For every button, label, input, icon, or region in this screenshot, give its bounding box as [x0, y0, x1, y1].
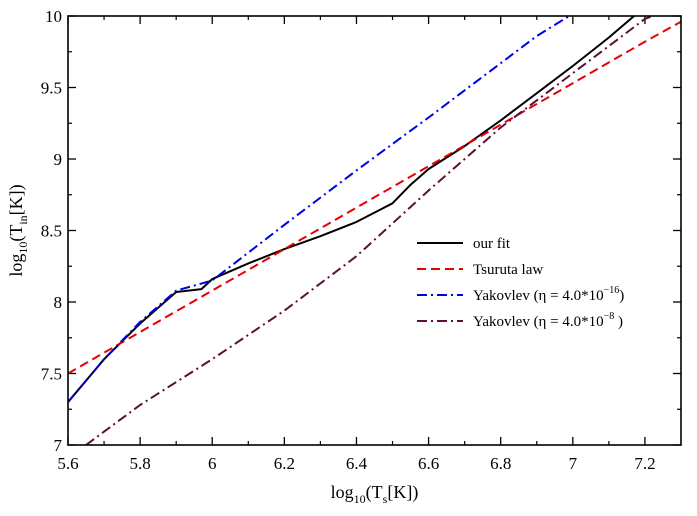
- y-tick-label: 7.5: [41, 365, 62, 384]
- x-tick-label: 5.6: [57, 454, 78, 473]
- legend-label-2: Tsuruta law: [473, 262, 543, 278]
- legend-label-1: our fit: [473, 236, 511, 252]
- y-axis-label: log10(Tin[K]): [6, 184, 30, 276]
- y-tick-label: 9: [54, 150, 63, 169]
- x-tick-label: 6.2: [274, 454, 295, 473]
- series-lines: [68, 16, 681, 445]
- legend-label-3: Yakovlev (η = 4.0*10−16): [473, 285, 624, 304]
- y-tick-label: 7: [54, 436, 63, 455]
- x-tick-label: 6: [208, 454, 217, 473]
- y-tick-label: 10: [45, 7, 62, 26]
- legend-label-4: Yakovlev (η = 4.0*10−8 ): [473, 311, 623, 330]
- tick-labels: 5.6 5.8 6 6.2 6.4 6.6 6.8 7 7.2 7 7.5 8 8.5 9 9.5 10: [41, 7, 656, 473]
- x-tick-label: 6.4: [346, 454, 368, 473]
- series-line-2: [68, 20, 681, 375]
- series-line-3: [68, 16, 570, 403]
- plot-frame: [67, 15, 682, 446]
- x-tick-label: 6.8: [490, 454, 511, 473]
- legend: our fit Tsuruta law Yakovlev (η = 4.0*10−1…: [417, 236, 624, 330]
- x-tick-label: 6.6: [418, 454, 439, 473]
- x-tick-label: 7: [569, 454, 578, 473]
- y-tick-label: 9.5: [41, 79, 62, 98]
- y-tick-label: 8.5: [41, 222, 62, 241]
- axis-ticks: [67, 15, 681, 446]
- x-axis-label: log10(Ts[K]): [331, 482, 419, 506]
- x-tick-label: 5.8: [129, 454, 150, 473]
- y-tick-label: 8: [54, 293, 63, 312]
- series-line-1: [68, 16, 635, 403]
- series-line-4: [85, 16, 653, 445]
- x-tick-label: 7.2: [634, 454, 655, 473]
